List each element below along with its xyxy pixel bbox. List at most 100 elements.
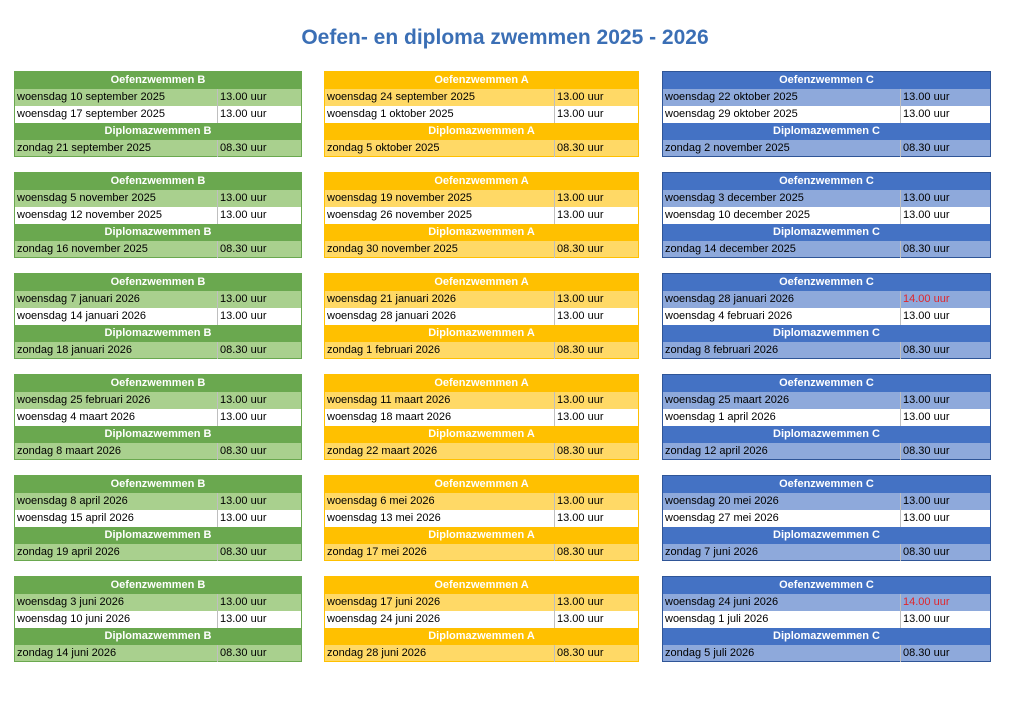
table-row: woensdag 5 november 2025 13.00 uur bbox=[14, 189, 302, 207]
page-title: Oefen- en diploma zwemmen 2025 - 2026 bbox=[301, 26, 709, 49]
practice-header: Oefenzwemmen A bbox=[324, 172, 639, 190]
session-time: 13.00 uur bbox=[217, 189, 302, 207]
diploma-time: 08.30 uur bbox=[900, 240, 991, 258]
table-row: zondag 30 november 2025 08.30 uur bbox=[324, 240, 639, 258]
diploma-time: 08.30 uur bbox=[900, 442, 991, 460]
table-row: zondag 7 juni 2026 08.30 uur bbox=[662, 543, 991, 561]
session-time: 13.00 uur bbox=[554, 610, 639, 628]
table-row: woensdag 4 maart 2026 13.00 uur bbox=[14, 408, 302, 426]
table-row: woensdag 28 januari 2026 13.00 uur bbox=[324, 307, 639, 325]
table-row: woensdag 1 april 2026 13.00 uur bbox=[662, 408, 991, 426]
diploma-time: 08.30 uur bbox=[554, 644, 639, 662]
diploma-time: 08.30 uur bbox=[554, 442, 639, 460]
session-date: woensdag 25 maart 2026 bbox=[662, 391, 901, 409]
diploma-header: Diplomazwemmen B bbox=[14, 425, 302, 443]
diploma-time: 08.30 uur bbox=[900, 341, 991, 359]
session-date: woensdag 27 mei 2026 bbox=[662, 509, 901, 527]
diploma-date: zondag 16 november 2025 bbox=[14, 240, 218, 258]
table-row: woensdag 12 november 2025 13.00 uur bbox=[14, 206, 302, 224]
table-row: woensdag 20 mei 2026 13.00 uur bbox=[662, 492, 991, 510]
practice-header: Oefenzwemmen A bbox=[324, 475, 639, 493]
session-time: 13.00 uur bbox=[900, 206, 991, 224]
session-time: 13.00 uur bbox=[900, 88, 991, 106]
table-row: woensdag 4 februari 2026 13.00 uur bbox=[662, 307, 991, 325]
table-row: woensdag 10 september 2025 13.00 uur bbox=[14, 88, 302, 106]
diploma-date: zondag 17 mei 2026 bbox=[324, 543, 555, 561]
session-date: woensdag 14 januari 2026 bbox=[14, 307, 218, 325]
session-time: 13.00 uur bbox=[554, 105, 639, 123]
table-row: woensdag 24 juni 2026 14.00 uur bbox=[662, 593, 991, 611]
session-time: 13.00 uur bbox=[900, 610, 991, 628]
session-time: 13.00 uur bbox=[554, 492, 639, 510]
practice-header: Oefenzwemmen A bbox=[324, 273, 639, 291]
session-date: woensdag 19 november 2025 bbox=[324, 189, 555, 207]
table-row: woensdag 10 juni 2026 13.00 uur bbox=[14, 610, 302, 628]
table-row: woensdag 8 april 2026 13.00 uur bbox=[14, 492, 302, 510]
session-time: 13.00 uur bbox=[217, 593, 302, 611]
table-row: zondag 17 mei 2026 08.30 uur bbox=[324, 543, 639, 561]
table-row: woensdag 1 oktober 2025 13.00 uur bbox=[324, 105, 639, 123]
session-time: 13.00 uur bbox=[217, 391, 302, 409]
session-date: woensdag 24 juni 2026 bbox=[324, 610, 555, 628]
diploma-time: 08.30 uur bbox=[217, 341, 302, 359]
practice-header: Oefenzwemmen B bbox=[14, 71, 302, 89]
session-date: woensdag 10 september 2025 bbox=[14, 88, 218, 106]
diploma-date: zondag 2 november 2025 bbox=[662, 139, 901, 157]
session-date: woensdag 8 april 2026 bbox=[14, 492, 218, 510]
session-date: woensdag 10 december 2025 bbox=[662, 206, 901, 224]
table-row: zondag 5 juli 2026 08.30 uur bbox=[662, 644, 991, 662]
session-time: 13.00 uur bbox=[554, 593, 639, 611]
session-time: 13.00 uur bbox=[217, 307, 302, 325]
session-date: woensdag 24 juni 2026 bbox=[662, 593, 901, 611]
table-row: woensdag 21 januari 2026 13.00 uur bbox=[324, 290, 639, 308]
practice-header: Oefenzwemmen C bbox=[662, 71, 991, 89]
practice-header: Oefenzwemmen B bbox=[14, 475, 302, 493]
session-date: woensdag 7 januari 2026 bbox=[14, 290, 218, 308]
diploma-header: Diplomazwemmen A bbox=[324, 324, 639, 342]
diploma-time: 08.30 uur bbox=[554, 543, 639, 561]
session-date: woensdag 28 januari 2026 bbox=[662, 290, 901, 308]
session-time: 13.00 uur bbox=[554, 290, 639, 308]
session-date: woensdag 24 september 2025 bbox=[324, 88, 555, 106]
table-row: woensdag 10 december 2025 13.00 uur bbox=[662, 206, 991, 224]
session-time: 13.00 uur bbox=[554, 88, 639, 106]
table-row: zondag 12 april 2026 08.30 uur bbox=[662, 442, 991, 460]
practice-header: Oefenzwemmen B bbox=[14, 273, 302, 291]
table-row: woensdag 3 december 2025 13.00 uur bbox=[662, 189, 991, 207]
diploma-time: 08.30 uur bbox=[554, 139, 639, 157]
table-row: woensdag 28 januari 2026 14.00 uur bbox=[662, 290, 991, 308]
diploma-header: Diplomazwemmen B bbox=[14, 324, 302, 342]
diploma-header: Diplomazwemmen B bbox=[14, 627, 302, 645]
diploma-time: 08.30 uur bbox=[217, 543, 302, 561]
practice-header: Oefenzwemmen A bbox=[324, 374, 639, 392]
session-date: woensdag 29 oktober 2025 bbox=[662, 105, 901, 123]
table-row: woensdag 26 november 2025 13.00 uur bbox=[324, 206, 639, 224]
diploma-time: 08.30 uur bbox=[900, 139, 991, 157]
session-date: woensdag 18 maart 2026 bbox=[324, 408, 555, 426]
session-date: woensdag 5 november 2025 bbox=[14, 189, 218, 207]
session-time: 13.00 uur bbox=[900, 391, 991, 409]
diploma-header: Diplomazwemmen A bbox=[324, 223, 639, 241]
diploma-date: zondag 18 januari 2026 bbox=[14, 341, 218, 359]
table-row: zondag 8 maart 2026 08.30 uur bbox=[14, 442, 302, 460]
diploma-header: Diplomazwemmen C bbox=[662, 324, 991, 342]
session-time: 13.00 uur bbox=[217, 290, 302, 308]
diploma-date: zondag 28 juni 2026 bbox=[324, 644, 555, 662]
table-row: zondag 14 juni 2026 08.30 uur bbox=[14, 644, 302, 662]
diploma-header: Diplomazwemmen C bbox=[662, 627, 991, 645]
diploma-time: 08.30 uur bbox=[554, 341, 639, 359]
